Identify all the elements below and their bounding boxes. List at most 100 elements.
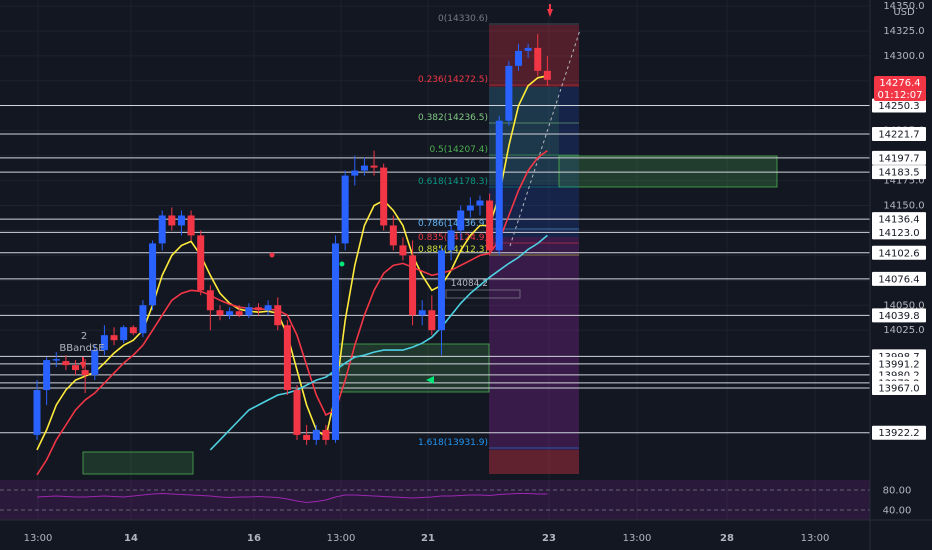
strategy-signal-count: 2 xyxy=(81,331,87,342)
sell-arrow-icon xyxy=(547,4,553,17)
green-arrow-marker xyxy=(426,376,434,384)
level-price-tag xyxy=(872,356,926,371)
price-axis[interactable]: 14350.014325.014300.014275.014250.014225… xyxy=(869,0,926,550)
green-dot-marker xyxy=(339,261,345,267)
currency-label: USD xyxy=(893,7,915,18)
candle-body xyxy=(72,365,80,371)
level-price-tag xyxy=(872,381,926,396)
countdown-timer: 01:12:07 xyxy=(878,90,923,101)
current-price-tag-background xyxy=(874,76,926,101)
price-tick-label: 14050.0 xyxy=(883,300,924,311)
candle-body xyxy=(129,327,137,334)
cyan-moving-average xyxy=(209,234,548,451)
candle-body xyxy=(543,70,551,80)
price-tick-label: 14025.0 xyxy=(883,325,924,336)
level-price-tag xyxy=(872,150,926,165)
fib-level-label: 0.786(14136.9) xyxy=(418,219,488,229)
candle-body xyxy=(322,429,330,440)
current-price-tag: 14276.4 01:12:07 xyxy=(874,76,926,101)
time-tick-label: 14 xyxy=(124,533,138,544)
candle-body xyxy=(437,250,445,331)
level-price-label: 14102.6 xyxy=(878,248,919,259)
candle-body xyxy=(33,390,41,435)
level-price-label: 14221.7 xyxy=(878,129,919,140)
horizontal-levels[interactable] xyxy=(0,104,870,434)
lower-risk-zone xyxy=(489,450,579,474)
time-tick-label: 13:00 xyxy=(801,533,830,544)
oscillator-tick-label: 40.00 xyxy=(883,506,912,517)
candle-body xyxy=(351,170,359,176)
fib-level-label: 0(14330.6) xyxy=(438,14,488,24)
demand-zone xyxy=(335,343,490,393)
level-price-tag xyxy=(872,165,926,180)
candle-body xyxy=(447,230,455,251)
level-price-label: 14123.0 xyxy=(878,228,919,239)
support-zone xyxy=(82,451,194,475)
candle-body xyxy=(476,200,484,206)
candle-body xyxy=(120,327,128,341)
level-price-tag xyxy=(872,425,926,440)
fib-level-label: 0.618(14178.3) xyxy=(418,177,488,187)
time-tick-label: 23 xyxy=(542,533,556,544)
yellow-moving-average xyxy=(36,75,548,451)
time-tick-label: 21 xyxy=(421,533,435,544)
candle-body xyxy=(216,310,224,316)
candle-body xyxy=(274,305,282,326)
fib-level-label: 0.236(14272.5) xyxy=(418,75,488,85)
time-axis[interactable]: 13:00 14 16 13:00 21 23 13:00 28 13:00 xyxy=(24,533,830,544)
fib-level-label: 1.618(13931.9) xyxy=(418,438,488,448)
signal-markers xyxy=(80,4,553,384)
fib-level-label: 0.382(14236.5) xyxy=(418,113,488,123)
oscillator-tick-label: 80.00 xyxy=(883,486,912,497)
candle-body xyxy=(332,243,340,440)
candle-body xyxy=(235,311,243,316)
level-price-label: 13922.2 xyxy=(878,428,919,439)
candle-body xyxy=(187,215,195,236)
price-tick-label: 14175.0 xyxy=(883,176,924,187)
candle-body xyxy=(197,235,205,291)
candle-body xyxy=(303,434,311,440)
time-tick-label: 13:00 xyxy=(623,533,652,544)
oscillator-pane xyxy=(0,480,932,521)
order-block-zone xyxy=(558,155,778,188)
level-price-label: 14136.4 xyxy=(878,215,919,226)
level-price-tag xyxy=(872,271,926,286)
stop-level-label: 14084.2 xyxy=(451,279,488,289)
time-tick-label: 13:00 xyxy=(24,533,53,544)
stop-box xyxy=(445,289,521,299)
candles xyxy=(33,33,551,445)
candle-body xyxy=(418,310,426,316)
candle-body xyxy=(283,325,291,391)
candle-body xyxy=(168,215,176,226)
candle-body xyxy=(245,307,253,316)
level-price-label: 13991.2 xyxy=(878,359,919,370)
level-price-tag xyxy=(872,245,926,260)
candle-body xyxy=(100,335,108,351)
level-price-tag xyxy=(872,126,926,141)
candle-body xyxy=(515,50,522,66)
price-tick-label: 14300.0 xyxy=(883,51,924,62)
candle-body xyxy=(177,215,185,226)
level-price-label: 14076.4 xyxy=(878,274,919,285)
oscillator-line xyxy=(36,492,548,504)
oscillator-background xyxy=(0,480,870,520)
grid xyxy=(0,0,870,520)
candle-body xyxy=(534,47,542,71)
projection-dashed-line xyxy=(509,29,581,247)
time-tick-label: 16 xyxy=(247,533,261,544)
red-dot-marker xyxy=(269,252,275,258)
candle-body xyxy=(495,120,503,251)
candle-body xyxy=(206,290,214,311)
stop-loss-zone xyxy=(489,25,579,87)
candle-body xyxy=(409,255,417,316)
candle-body xyxy=(399,245,407,256)
candle-body xyxy=(370,165,378,168)
time-tick-label: 13:00 xyxy=(327,533,356,544)
sell-arrow-icon xyxy=(80,357,86,370)
candle-body xyxy=(380,167,388,226)
candle-body xyxy=(524,47,532,51)
candle-body xyxy=(158,215,166,244)
level-price-tag xyxy=(872,308,926,323)
candle-body xyxy=(428,310,436,331)
